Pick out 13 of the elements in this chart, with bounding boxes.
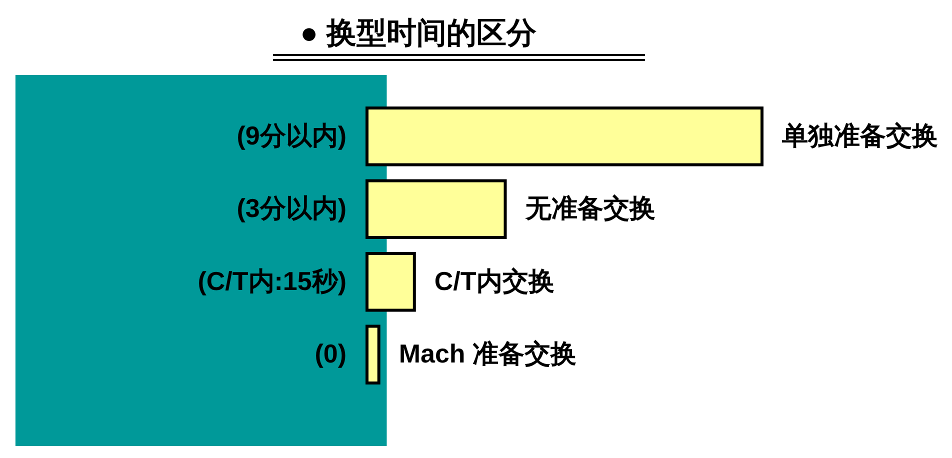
chart-title: ● 换型时间的区分 [300,17,536,50]
y-tick-label: (9分以内) [236,120,346,150]
text: 单独准备交换 [781,120,938,150]
bar [366,324,380,385]
y-tick-label: (C/T内:15秒) [198,266,346,296]
annotation: 无准备交换 [524,193,656,224]
annotation: C/T内交换 [434,266,554,296]
bar [366,179,507,240]
bar [366,252,416,312]
y-tick-label: (3分以内) [236,193,346,224]
bar [366,106,764,166]
annotation: Mach 准备交换 [398,338,577,369]
y-tick-label: (0) [314,338,346,369]
